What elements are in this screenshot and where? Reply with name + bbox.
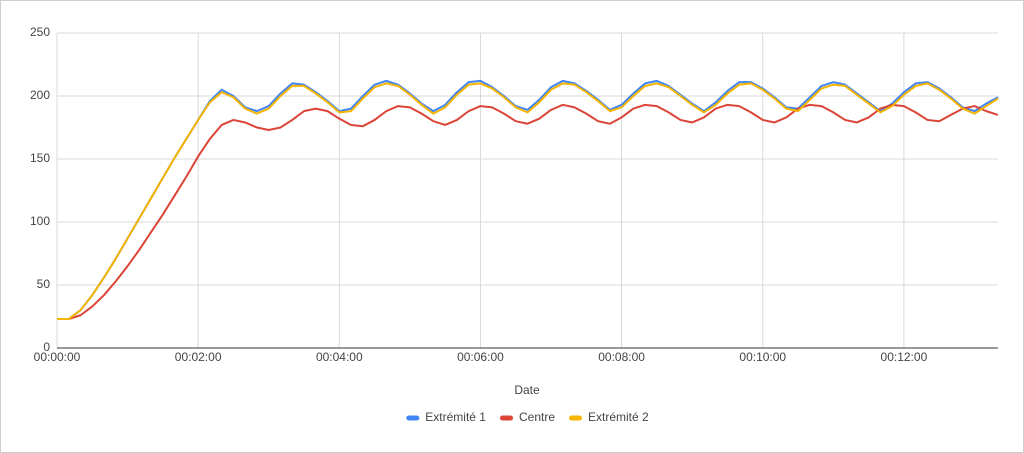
x-tick-label: 00:04:00 xyxy=(316,350,363,364)
x-tick-label: 00:06:00 xyxy=(457,350,504,364)
x-tick-label: 00:10:00 xyxy=(739,350,786,364)
y-tick-label: 250 xyxy=(30,25,50,39)
y-tick-label: 150 xyxy=(30,151,50,165)
x-tick-label: 00:02:00 xyxy=(175,350,222,364)
legend-swatch xyxy=(569,415,583,421)
y-tick-label: 0 xyxy=(43,340,50,354)
x-axis-title: Date xyxy=(514,383,540,397)
series-line xyxy=(57,79,999,321)
legend-label: Extrémité 2 xyxy=(588,410,649,424)
legend-swatch xyxy=(406,415,420,421)
series-line xyxy=(57,82,999,321)
x-tick-label: 00:00:00 xyxy=(34,350,81,364)
y-tick-label: 100 xyxy=(30,214,50,228)
legend-label: Extrémité 1 xyxy=(425,410,486,424)
y-tick-label: 50 xyxy=(37,277,51,291)
legend-swatch xyxy=(499,415,513,421)
series-line xyxy=(57,103,999,321)
legend-label: Centre xyxy=(519,410,555,424)
y-tick-label: 200 xyxy=(30,88,50,102)
x-tick-label: 00:12:00 xyxy=(881,350,928,364)
x-tick-label: 00:08:00 xyxy=(598,350,645,364)
